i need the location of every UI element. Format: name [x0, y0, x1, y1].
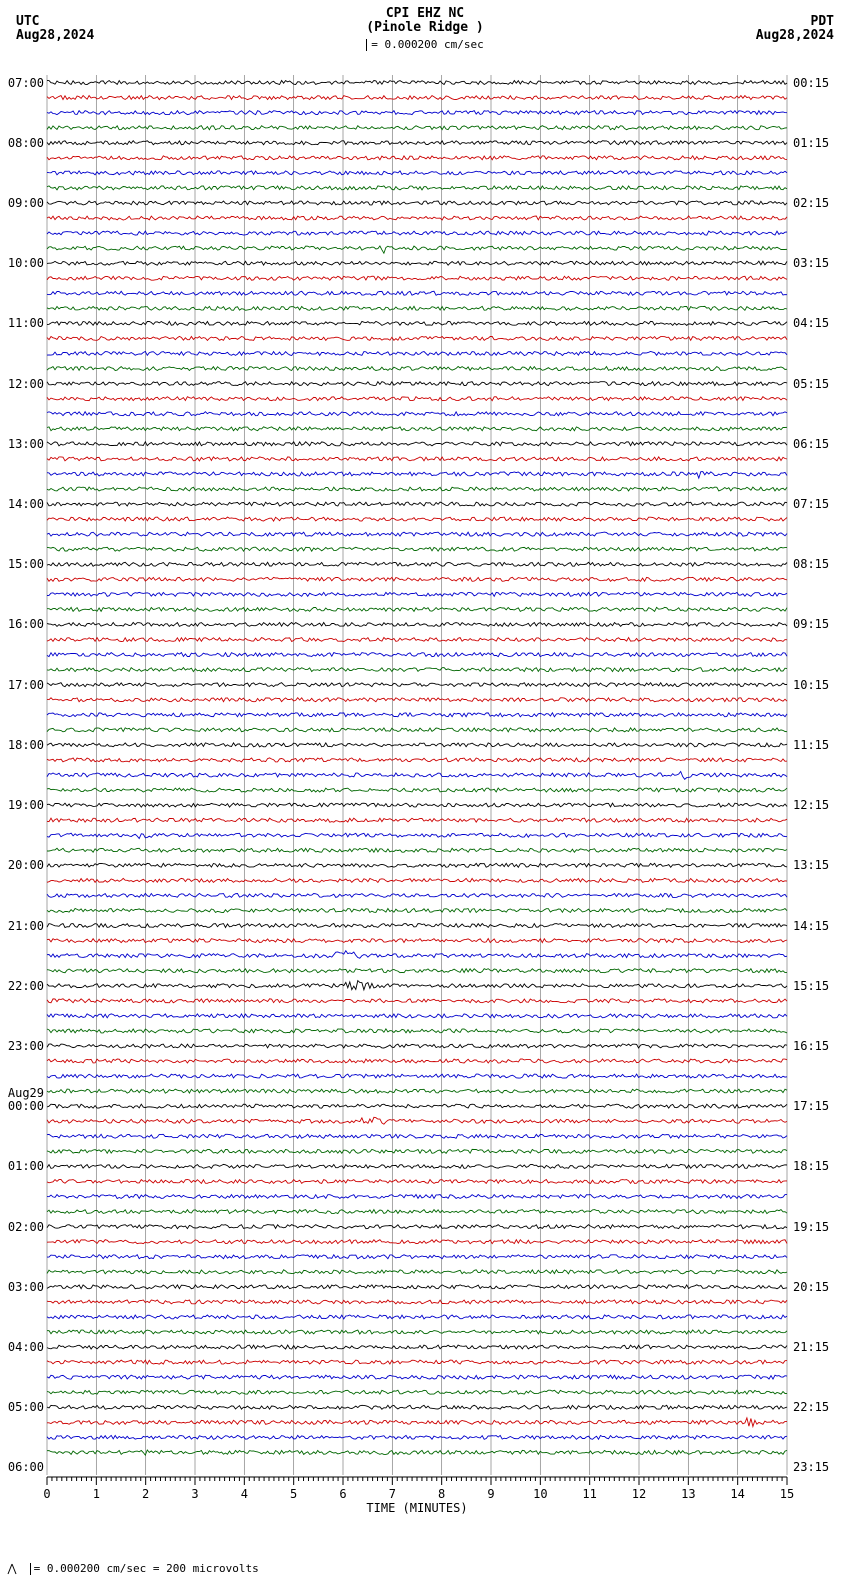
seismogram-plot	[47, 75, 787, 1475]
pdt-time-label: 03:15	[793, 256, 829, 270]
utc-time-label: 14:00	[2, 497, 44, 511]
utc-time-label: 11:00	[2, 316, 44, 330]
x-axis-title: TIME (MINUTES)	[47, 1501, 787, 1515]
x-tick-label: 6	[333, 1487, 353, 1501]
utc-time-label: 04:00	[2, 1340, 44, 1354]
x-tick-label: 10	[530, 1487, 550, 1501]
station-subtitle: (Pinole Ridge )	[0, 20, 850, 35]
utc-time-label: 02:00	[2, 1220, 44, 1234]
utc-time-label: 16:00	[2, 617, 44, 631]
x-tick-label: 0	[37, 1487, 57, 1501]
utc-time-label: 03:00	[2, 1280, 44, 1294]
pdt-time-label: 06:15	[793, 437, 829, 451]
station-title: CPI EHZ NC	[0, 6, 850, 21]
utc-time-label: 19:00	[2, 798, 44, 812]
utc-time-label: 17:00	[2, 678, 44, 692]
utc-time-label: 22:00	[2, 979, 44, 993]
pdt-time-label: 20:15	[793, 1280, 829, 1294]
pdt-time-label: 21:15	[793, 1340, 829, 1354]
pdt-time-label: 10:15	[793, 678, 829, 692]
pdt-time-label: 13:15	[793, 858, 829, 872]
utc-time-label: 18:00	[2, 738, 44, 752]
utc-time-label: 10:00	[2, 256, 44, 270]
pdt-time-label: 12:15	[793, 798, 829, 812]
x-tick-label: 1	[86, 1487, 106, 1501]
pdt-time-label: 17:15	[793, 1099, 829, 1113]
seismogram-container: UTC Aug28,2024 PDT Aug28,2024 CPI EHZ NC…	[0, 0, 850, 1584]
utc-time-label: 12:00	[2, 377, 44, 391]
pdt-time-label: 23:15	[793, 1460, 829, 1474]
pdt-time-label: 04:15	[793, 316, 829, 330]
utc-time-label: 20:00	[2, 858, 44, 872]
utc-time-label: 21:00	[2, 919, 44, 933]
pdt-time-label: 01:15	[793, 136, 829, 150]
x-tick-label: 5	[284, 1487, 304, 1501]
x-tick-label: 15	[777, 1487, 797, 1501]
x-tick-label: 13	[678, 1487, 698, 1501]
utc-time-label: 09:00	[2, 196, 44, 210]
utc-time-label: 23:00	[2, 1039, 44, 1053]
pdt-time-label: 02:15	[793, 196, 829, 210]
x-tick-label: 9	[481, 1487, 501, 1501]
utc-time-label: 06:00	[2, 1460, 44, 1474]
pdt-time-label: 19:15	[793, 1220, 829, 1234]
date-marker: Aug29	[2, 1086, 44, 1100]
scale-label: = 0.000200 cm/sec	[0, 38, 850, 51]
pdt-time-label: 00:15	[793, 76, 829, 90]
pdt-time-label: 22:15	[793, 1400, 829, 1414]
x-tick-label: 4	[234, 1487, 254, 1501]
x-tick-label: 11	[580, 1487, 600, 1501]
pdt-time-label: 08:15	[793, 557, 829, 571]
utc-time-label: 13:00	[2, 437, 44, 451]
utc-time-label: 15:00	[2, 557, 44, 571]
utc-time-label: 07:00	[2, 76, 44, 90]
footer-scale: = 0.000200 cm/sec = 200 microvolts	[6, 1562, 259, 1576]
pdt-time-label: 14:15	[793, 919, 829, 933]
x-tick-label: 8	[432, 1487, 452, 1501]
pdt-time-label: 05:15	[793, 377, 829, 391]
utc-time-label: 01:00	[2, 1159, 44, 1173]
x-tick-label: 12	[629, 1487, 649, 1501]
pdt-time-label: 11:15	[793, 738, 829, 752]
x-tick-label: 7	[382, 1487, 402, 1501]
utc-time-label: 08:00	[2, 136, 44, 150]
pdt-time-label: 07:15	[793, 497, 829, 511]
x-tick-label: 14	[728, 1487, 748, 1501]
pdt-time-label: 16:15	[793, 1039, 829, 1053]
x-tick-label: 2	[136, 1487, 156, 1501]
pdt-time-label: 09:15	[793, 617, 829, 631]
utc-time-label: 05:00	[2, 1400, 44, 1414]
pdt-time-label: 18:15	[793, 1159, 829, 1173]
x-tick-label: 3	[185, 1487, 205, 1501]
utc-time-label: 00:00	[2, 1099, 44, 1113]
pdt-time-label: 15:15	[793, 979, 829, 993]
